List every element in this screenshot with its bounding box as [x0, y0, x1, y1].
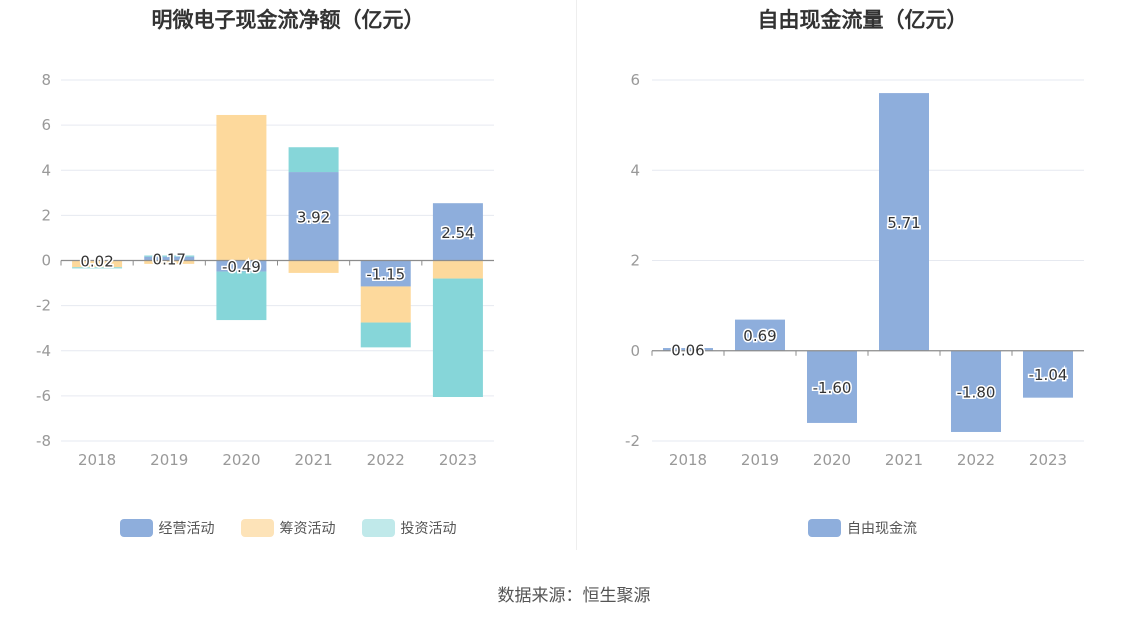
cf-x-label-2022: 2022	[367, 451, 405, 469]
panel-divider	[576, 0, 577, 550]
legend-operating[interactable]: 经营活动	[119, 518, 215, 538]
fcf-y-tick-4: -2	[625, 432, 640, 450]
cf-bar-0-2020	[216, 260, 267, 272]
fcf-bar-0-2021	[879, 93, 929, 351]
cf-bar-2-2018	[72, 267, 123, 269]
fcf-bar-0-2018	[663, 348, 713, 351]
fcf-data-label-2018: 0.06	[671, 341, 704, 359]
legend-financing-swatch	[240, 519, 274, 537]
cf-bar-1-2018	[72, 260, 123, 268]
cf-bar-1-2020	[216, 114, 267, 261]
cf-x-label-2021: 2021	[294, 451, 332, 469]
cf-x-label-2019: 2019	[150, 451, 188, 469]
cf-bar-0-2023	[432, 203, 483, 261]
cf-bar-1-2023	[432, 260, 483, 279]
fcf-bar-0-2022	[951, 350, 1001, 432]
fcf-y-tick-1: 4	[630, 161, 640, 179]
cf-y-tick-1: 6	[41, 116, 51, 134]
cf-data-label-2022: -1.15	[366, 265, 405, 283]
cf-data-label-2018: 0.02	[80, 252, 113, 270]
fcf-y-tick-3: 0	[630, 342, 640, 360]
cf-data-label-2020: -0.49	[222, 258, 261, 276]
cf-bar-2-2019	[144, 255, 195, 257]
cf-bar-1-2022	[360, 286, 411, 323]
data-source: 数据来源：恒生聚源	[497, 586, 651, 606]
cf-bar-0-2022	[360, 260, 411, 287]
legend-operating-label: 经营活动	[158, 521, 215, 537]
fcf-y-tick-0: 6	[630, 71, 640, 89]
cash-flow-legend: 经营活动 筹资活动 投资活动	[0, 518, 576, 538]
cf-x-label-2018: 2018	[78, 451, 116, 469]
legend-operating-swatch	[119, 519, 153, 537]
fcf-x-label-2021: 2021	[885, 451, 923, 469]
legend-financing-label: 筹资活动	[279, 521, 336, 537]
cf-data-label-2019: 0.17	[153, 251, 186, 269]
fcf-y-tick-2: 2	[630, 252, 640, 270]
legend-fcf-swatch	[808, 519, 841, 537]
cf-y-tick-0: 8	[41, 71, 51, 89]
cf-y-tick-2: 4	[41, 161, 51, 179]
cf-bar-2-2023	[432, 278, 483, 398]
fcf-bar-0-2023	[1023, 350, 1073, 398]
legend-investing-label: 投资活动	[400, 521, 457, 537]
cf-x-label-2020: 2020	[222, 451, 260, 469]
fcf-chart: 6 4 2 0 -2 2018 2019 2020 2021 2022 2023 0.06 0.69 -1…	[625, 71, 1084, 469]
cf-y-tick-5: -2	[36, 297, 51, 315]
fcf-data-label-2022: -1.80	[957, 383, 996, 401]
cf-bar-0-2019	[144, 256, 195, 261]
cf-x-label-2023: 2023	[439, 451, 477, 469]
fcf-x-label-2020: 2020	[813, 451, 851, 469]
fcf-x-label-2022: 2022	[957, 451, 995, 469]
fcf-bar-0-2020	[807, 350, 857, 423]
cf-data-label-2021: 3.92	[297, 208, 330, 226]
cf-bar-2-2022	[360, 322, 411, 348]
fcf-chart-panel: 自由现金流量（亿元） 6 4 2 0 -2 2018 2019 2020 2021 2022 202…	[577, 0, 1148, 550]
legend-investing[interactable]: 投资活动	[361, 518, 457, 538]
cash-flow-chart: 8 6 4 2 0 -2 -4 -6 -8 2018 2019 2020 2021 2022 2023 0.0…	[36, 71, 494, 469]
cf-y-tick-8: -8	[36, 432, 51, 450]
legend-fcf-label: 自由现金流	[847, 521, 917, 537]
fcf-legend: 自由现金流	[577, 518, 1148, 538]
fcf-data-label-2020: -1.60	[813, 379, 852, 397]
cash-flow-chart-title: 明微电子现金流净额（亿元）	[151, 8, 425, 32]
cash-flow-chart-panel: 明微电子现金流净额（亿元） 8 6 4 2 0 -2 -4 -6 -8 2018 2019 2020 2…	[0, 0, 576, 550]
fcf-x-label-2019: 2019	[741, 451, 779, 469]
legend-fcf[interactable]: 自由现金流	[808, 518, 917, 538]
fcf-data-label-2019: 0.69	[743, 327, 776, 345]
cf-y-tick-3: 2	[41, 206, 51, 224]
fcf-data-label-2023: -1.04	[1029, 366, 1068, 384]
cf-bar-2-2021	[288, 147, 339, 173]
cf-data-label-2023: 2.54	[441, 224, 474, 242]
cf-y-tick-6: -4	[36, 342, 51, 360]
cf-bar-1-2019	[144, 260, 195, 264]
cf-bar-2-2020	[216, 271, 267, 321]
legend-financing[interactable]: 筹资活动	[240, 518, 336, 538]
cf-y-tick-7: -6	[36, 387, 51, 405]
fcf-chart-title: 自由现金流量（亿元）	[757, 8, 968, 32]
legend-investing-swatch	[361, 519, 395, 537]
cf-bar-1-2021	[288, 260, 339, 273]
fcf-x-label-2023: 2023	[1029, 451, 1067, 469]
fcf-data-label-2021: 5.71	[887, 214, 920, 232]
cf-bar-0-2021	[288, 172, 339, 261]
fcf-x-label-2018: 2018	[669, 451, 707, 469]
fcf-bar-0-2019	[735, 319, 785, 351]
cf-y-tick-4: 0	[41, 252, 51, 270]
